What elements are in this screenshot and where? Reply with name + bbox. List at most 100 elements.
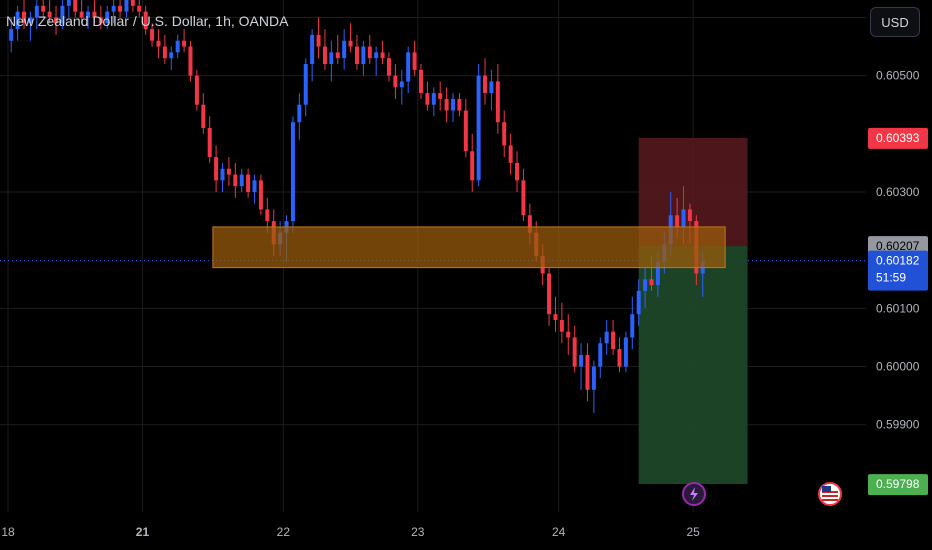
- candle: [406, 46, 411, 94]
- candle-body: [47, 11, 52, 18]
- candle-body: [233, 174, 238, 187]
- candle: [105, 5, 110, 30]
- support-zone-rectangle[interactable]: [212, 226, 726, 269]
- price-tick-label: 0.60000: [876, 360, 920, 374]
- candle-body: [463, 110, 468, 152]
- candle-body: [156, 40, 161, 47]
- candle-body: [188, 46, 193, 76]
- candle-body: [124, 0, 129, 12]
- candle-body: [169, 52, 174, 59]
- candle: [374, 46, 379, 76]
- candle-body: [60, 5, 65, 24]
- candle: [137, 0, 142, 18]
- lightning-icon[interactable]: [682, 482, 706, 506]
- candle-body: [105, 11, 110, 24]
- candle-body: [579, 354, 584, 367]
- price-axis[interactable]: 0.606000.605000.603000.601000.600000.599…: [876, 10, 920, 431]
- candle: [636, 279, 641, 326]
- candle: [98, 5, 103, 30]
- candle-body: [572, 337, 577, 367]
- take-profit-zone[interactable]: [638, 246, 748, 485]
- candle-body: [598, 343, 603, 367]
- currency-button[interactable]: USD: [870, 7, 920, 37]
- candle-body: [636, 290, 641, 315]
- candle: [412, 40, 417, 76]
- candle: [431, 87, 436, 117]
- time-tick-label: 25: [686, 525, 700, 539]
- candle: [451, 93, 456, 123]
- candle: [367, 34, 372, 64]
- candle: [572, 325, 577, 373]
- price-tick-label: 0.60100: [876, 301, 920, 315]
- candle: [92, 0, 97, 24]
- candle: [226, 157, 231, 187]
- position-tool[interactable]: [638, 137, 748, 485]
- candle: [169, 46, 174, 70]
- candle-body: [418, 69, 423, 94]
- candle-body: [367, 46, 372, 59]
- candle: [258, 174, 263, 216]
- candle-body: [143, 11, 148, 30]
- candle: [207, 116, 212, 163]
- candle-body: [182, 40, 187, 47]
- candle: [47, 0, 52, 24]
- candle-body: [655, 261, 660, 286]
- candle-body: [207, 128, 212, 158]
- candle: [143, 5, 148, 35]
- candle-body: [310, 34, 315, 64]
- candle: [54, 5, 59, 35]
- candle-body: [316, 34, 321, 47]
- candle-body: [566, 331, 571, 338]
- candle-body: [322, 46, 327, 64]
- candle: [118, 0, 123, 18]
- candle-body: [239, 174, 244, 187]
- candle: [617, 337, 622, 373]
- candle: [361, 40, 366, 76]
- candle-body: [34, 5, 39, 18]
- candle: [150, 23, 155, 47]
- target-price-label: 0.59798: [876, 477, 920, 491]
- candle: [28, 11, 33, 41]
- candle: [233, 162, 238, 198]
- candle-body: [604, 331, 609, 344]
- candle: [41, 0, 46, 18]
- candle: [418, 64, 423, 99]
- symbol-title[interactable]: New Zealand Dollar / U.S. Dollar, 1h, OA…: [6, 13, 289, 29]
- candle: [111, 0, 116, 24]
- candle-body: [150, 29, 155, 41]
- candle-body: [457, 98, 462, 111]
- candle: [623, 331, 628, 373]
- us-flag-icon[interactable]: [818, 482, 842, 506]
- candle-body: [399, 81, 404, 88]
- candle: [162, 34, 167, 64]
- time-tick-label: 18: [1, 525, 15, 539]
- candle-body: [431, 93, 436, 105]
- price-tick-label: 0.60500: [876, 69, 920, 83]
- candle: [380, 40, 385, 64]
- candle: [553, 296, 558, 332]
- candle-body: [162, 46, 167, 59]
- candle-body: [681, 209, 686, 227]
- candle-body: [297, 104, 302, 123]
- candle-body: [521, 180, 526, 216]
- candle: [438, 81, 443, 111]
- candle-body: [342, 40, 347, 59]
- candle: [547, 267, 552, 326]
- candle: [354, 34, 359, 70]
- candle: [310, 29, 315, 82]
- candle: [297, 93, 302, 140]
- candle: [194, 69, 199, 111]
- candle: [489, 69, 494, 111]
- candle-body: [54, 17, 59, 24]
- candle: [585, 343, 590, 402]
- candle: [290, 116, 295, 233]
- candle-body: [201, 104, 206, 128]
- candle-body: [246, 174, 251, 192]
- candle-body: [22, 11, 27, 24]
- candle-body: [585, 354, 590, 390]
- time-axis[interactable]: 18 21 22 23 24 25: [1, 525, 700, 539]
- candle: [630, 296, 635, 350]
- candle-body: [527, 215, 532, 233]
- candle-body: [354, 46, 359, 64]
